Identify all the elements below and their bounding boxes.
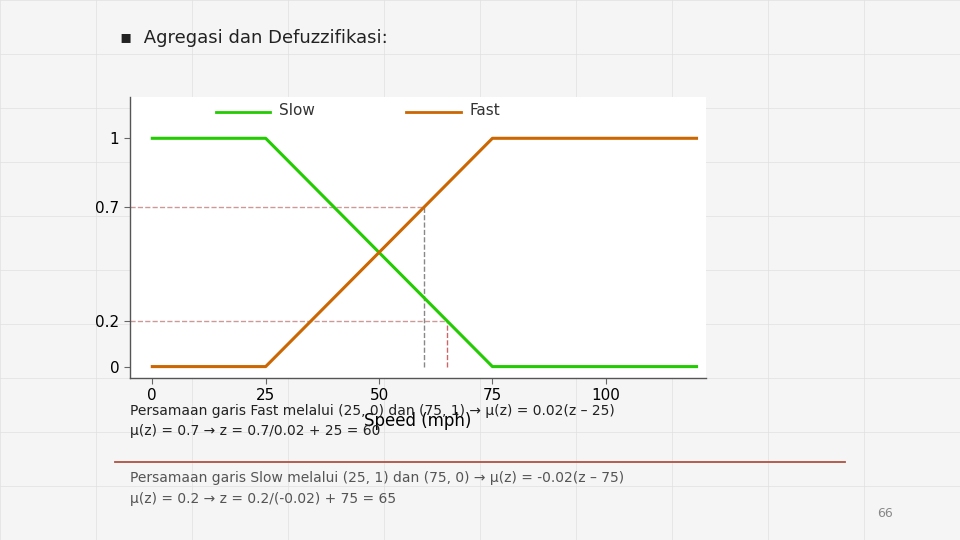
Text: Persamaan garis Fast melalui (25, 0) dan (75, 1) → μ(z) = 0.02(z – 25): Persamaan garis Fast melalui (25, 0) dan… bbox=[130, 404, 614, 418]
Text: μ(z) = 0.2 → z = 0.2/(-0.02) + 75 = 65: μ(z) = 0.2 → z = 0.2/(-0.02) + 75 = 65 bbox=[130, 492, 396, 507]
Text: μ(z) = 0.7 → z = 0.7/0.02 + 25 = 60: μ(z) = 0.7 → z = 0.7/0.02 + 25 = 60 bbox=[130, 424, 380, 438]
Text: ▪  Agregasi dan Defuzzifikasi:: ▪ Agregasi dan Defuzzifikasi: bbox=[120, 29, 388, 47]
Text: Slow: Slow bbox=[279, 104, 315, 118]
Text: Persamaan garis Slow melalui (25, 1) dan (75, 0) → μ(z) = -0.02(z – 75): Persamaan garis Slow melalui (25, 1) dan… bbox=[130, 471, 624, 485]
Text: 66: 66 bbox=[877, 507, 893, 521]
X-axis label: Speed (mph): Speed (mph) bbox=[364, 411, 471, 430]
Text: Fast: Fast bbox=[469, 104, 500, 118]
